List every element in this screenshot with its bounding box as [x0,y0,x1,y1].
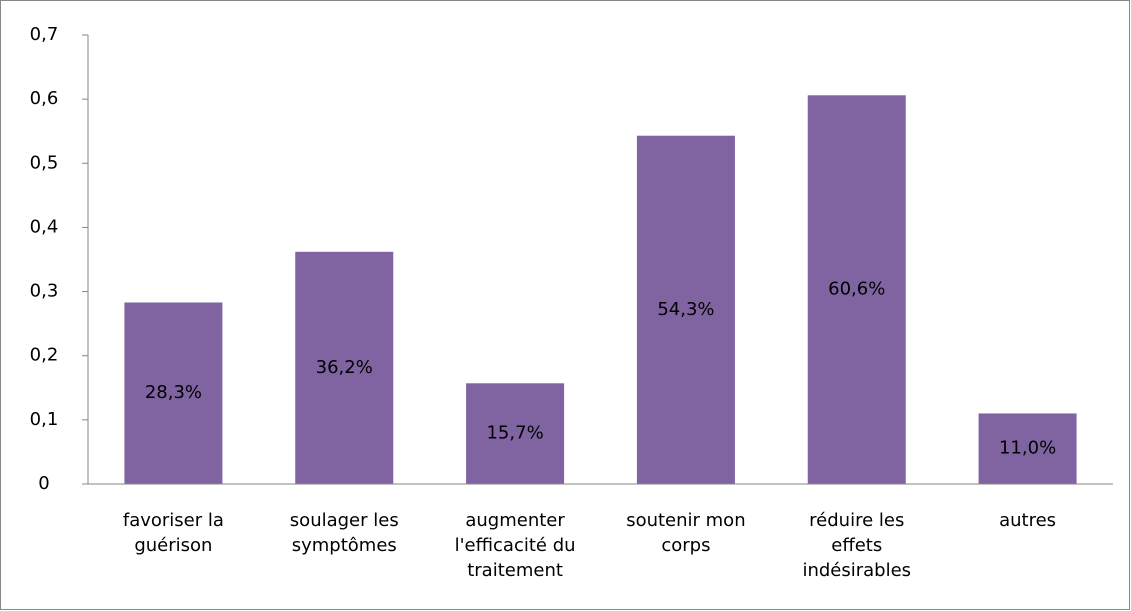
data-label: 36,2% [316,357,373,378]
bar [807,95,906,485]
bar [636,135,735,484]
data-label: 15,7% [486,423,543,444]
data-label: 54,3% [657,299,714,320]
x-tick-label: réduire les effets indésirables [802,510,912,581]
y-tick-label: 0,1 [30,409,59,430]
y-tick-label: 0,4 [30,216,59,237]
y-tick-label: 0 [38,473,49,494]
x-tick-label: soulager les symptômes [289,510,399,556]
data-label: 60,6% [828,279,885,300]
x-tick-label: favoriser la guérison [122,510,224,556]
y-tick-label: 0,7 [30,24,59,45]
x-tick-label: autres [999,510,1057,531]
y-tick-label: 0,6 [30,88,59,109]
y-tick-label: 0,3 [30,281,59,302]
bar [466,383,565,484]
bar [124,302,223,484]
y-tick-label: 0,5 [30,152,59,173]
x-tick-label: augmenter l'efficacité du traitement [454,510,576,581]
bar [978,413,1077,484]
x-tick-label: soutenir mon corps [626,510,746,556]
bar [295,251,394,484]
data-label: 28,3% [145,382,202,403]
y-tick-label: 0,2 [30,345,59,366]
data-label: 11,0% [999,438,1056,459]
